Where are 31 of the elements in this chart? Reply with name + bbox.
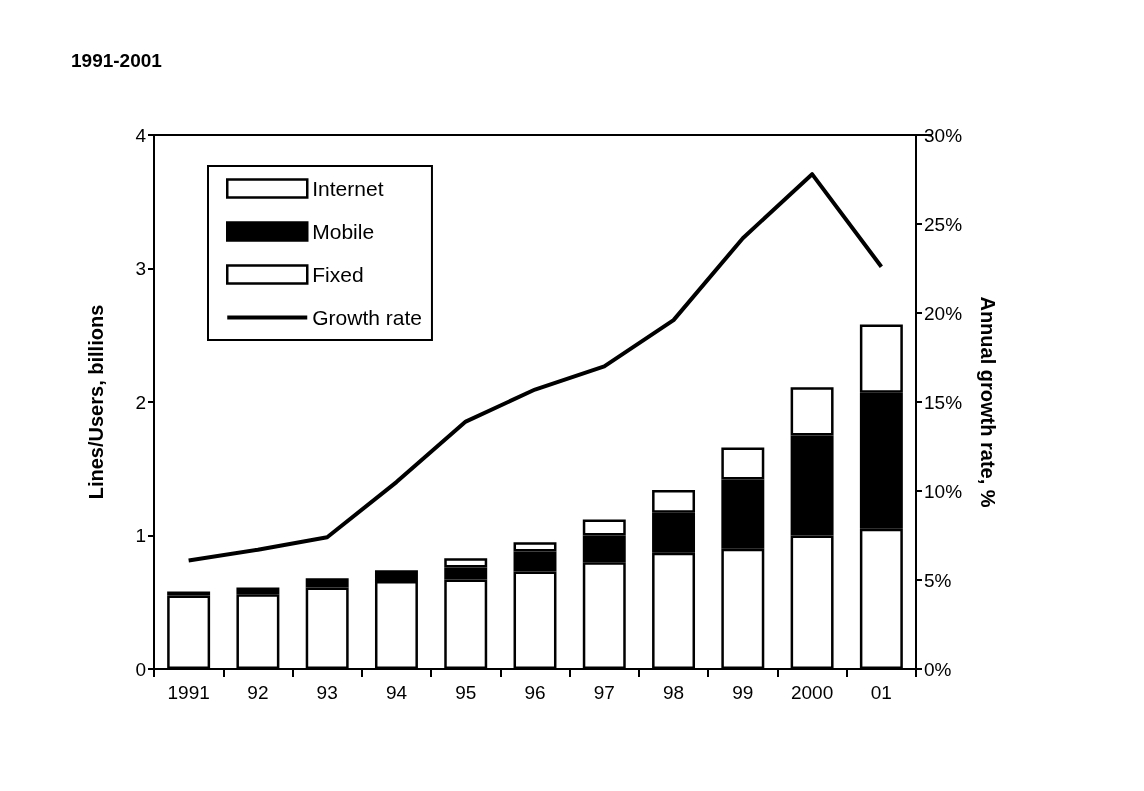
legend-label: Fixed [312, 263, 364, 286]
x-tick-label: 01 [870, 682, 892, 703]
x-tick-label: 97 [593, 682, 615, 703]
x-tick-label: 93 [316, 682, 338, 703]
y-tick-label: 2 [135, 391, 146, 413]
y2-tick-label: 30% [924, 124, 963, 146]
x-tick-label: 1991 [167, 682, 210, 703]
y2-axis-title: Annual growth rate, % [977, 296, 999, 508]
x-tick-label: 98 [662, 682, 685, 703]
x-tick-label: 2000 [790, 682, 834, 703]
x-tick-label: 96 [524, 682, 546, 703]
y2-tick-label: 15% [924, 391, 963, 413]
x-tick-label: 99 [732, 682, 754, 703]
legend-label: Mobile [312, 220, 375, 243]
chart-title: 1991-2001 [71, 50, 163, 71]
x-tick-label: 94 [385, 682, 408, 703]
x-tick-label: 92 [247, 682, 269, 703]
y-tick-label: 3 [135, 258, 146, 279]
y-tick-label: 0 [135, 658, 146, 680]
y2-tick-label: 25% [924, 213, 963, 235]
y2-tick-label: 5% [924, 569, 952, 591]
y2-tick-label: 20% [924, 302, 963, 324]
y2-tick-label: 10% [924, 480, 963, 502]
y-tick-label: 1 [135, 525, 146, 546]
y-axis-title: Lines/Users, billions [85, 304, 107, 500]
x-tick-label: 95 [455, 682, 477, 703]
line-series [186, 172, 884, 563]
legend-label: Internet [312, 177, 384, 200]
legend-label: Growth rate [312, 306, 422, 329]
y-tick-label: 4 [135, 124, 147, 146]
y2-tick-label: 0% [924, 658, 952, 680]
